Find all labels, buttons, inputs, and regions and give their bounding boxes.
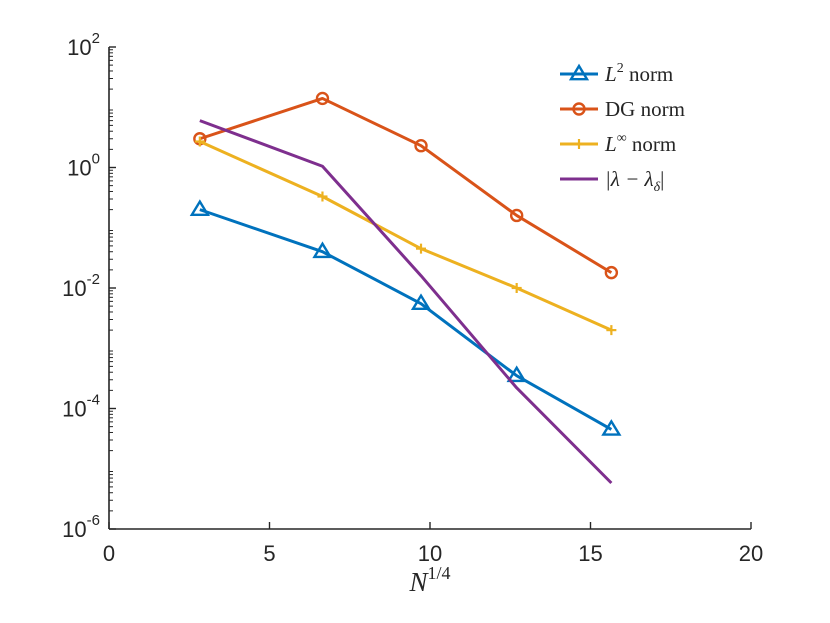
data-point	[410, 293, 432, 311]
x-axis-label: N1/4	[408, 563, 450, 597]
data-point	[315, 91, 330, 106]
legend-label: |λ − λδ|	[605, 167, 664, 195]
data-point	[606, 325, 617, 336]
series-line	[199, 208, 613, 431]
x-tick-label: 10	[418, 541, 442, 566]
legend-item: |λ − λδ|	[560, 167, 664, 195]
x-tick-label: 0	[103, 541, 115, 566]
data-point	[511, 283, 522, 293]
series-0	[189, 199, 622, 436]
data-point	[574, 139, 584, 149]
data-point	[572, 102, 586, 116]
data-point	[601, 419, 622, 436]
y-tick-label: 10-2	[62, 271, 100, 301]
series-2	[194, 136, 617, 336]
data-point	[189, 199, 210, 217]
data-point	[416, 243, 427, 254]
legend: L2 norm DG norm L∞ norm |λ − λδ|	[560, 61, 685, 195]
data-point	[604, 265, 619, 280]
data-point	[317, 191, 328, 202]
x-tick-label: 5	[263, 541, 275, 566]
series-line	[199, 96, 613, 274]
y-tick-label: 10-6	[62, 512, 100, 542]
data-point	[506, 365, 527, 383]
axes: 0 5 10 15 20 10-6 10-4 10-2 100 102 N1/4	[62, 30, 763, 597]
series-line	[199, 119, 613, 485]
data-point	[509, 208, 524, 223]
y-tick-label: 10-4	[62, 392, 100, 422]
y-tick-label: 100	[67, 151, 100, 181]
data-point	[194, 136, 205, 147]
series-3	[199, 119, 613, 485]
legend-label: DG norm	[605, 97, 685, 121]
legend-label: L∞ norm	[604, 131, 676, 156]
y-tick-label: 102	[67, 30, 100, 60]
data-point	[568, 63, 590, 81]
legend-label: L2 norm	[604, 61, 673, 86]
legend-item: L∞ norm	[560, 131, 676, 156]
series-layer	[189, 91, 622, 485]
x-tick-label: 15	[578, 541, 602, 566]
legend-item: DG norm	[560, 97, 685, 121]
x-tick-label: 20	[739, 541, 763, 566]
data-point	[414, 139, 428, 153]
legend-item: L2 norm	[560, 61, 673, 86]
data-point	[312, 241, 333, 259]
series-1	[193, 91, 619, 280]
